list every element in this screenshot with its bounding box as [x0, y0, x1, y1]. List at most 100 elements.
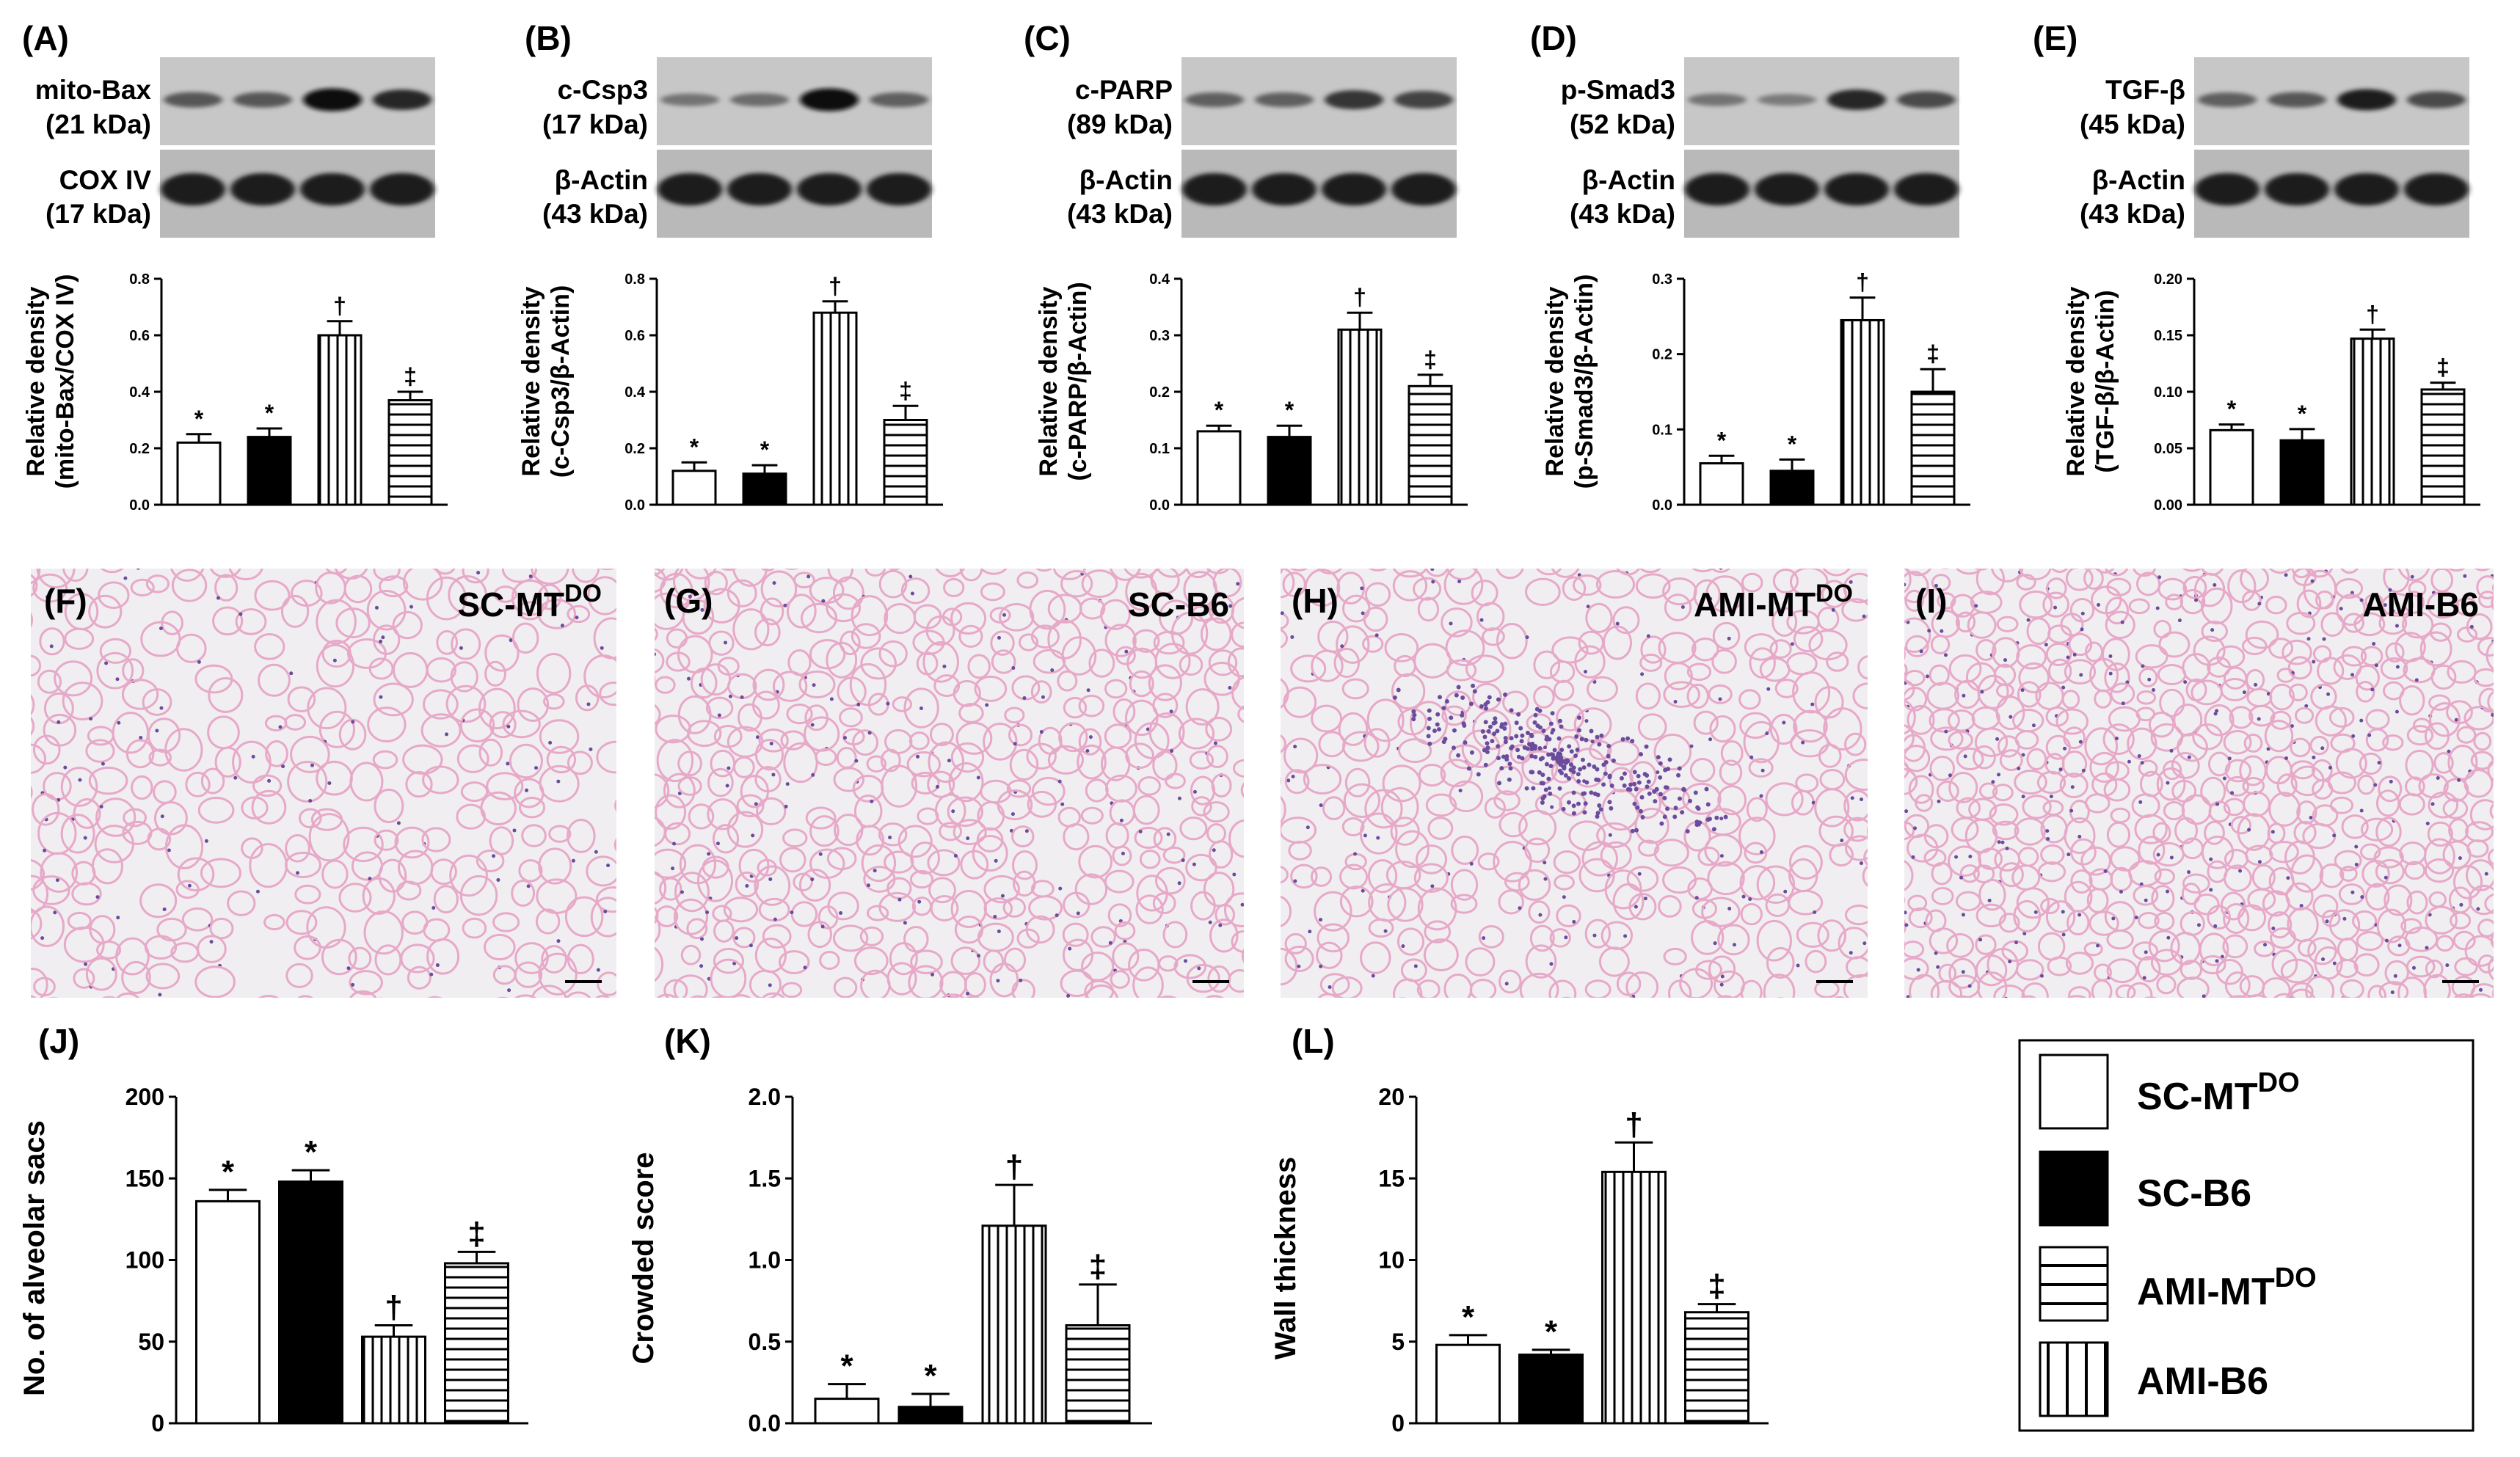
bar — [814, 1398, 880, 1425]
blot-bottom-strip — [657, 150, 932, 238]
blot-band — [164, 92, 222, 108]
blot-bottom-strip — [1684, 150, 1959, 238]
panel-letter: (E) — [2033, 19, 2077, 57]
y-tick-label: 0.6 — [624, 328, 645, 344]
y-tick-label: 5 — [1391, 1329, 1405, 1355]
western-blot-panels: (A) mito-Bax (21 kDa) COX IV (17 kDa) (B) c-Cs… — [22, 19, 2469, 238]
significance-mark: * — [1788, 431, 1797, 457]
blot-band — [2407, 91, 2466, 109]
y-axis-label: Relative density — [1035, 286, 1063, 476]
y-tick-label: 0.6 — [129, 328, 150, 344]
blot-top-strip — [657, 57, 932, 145]
bar — [1267, 436, 1312, 506]
blot-band — [230, 173, 295, 205]
bar — [812, 311, 858, 506]
legend-label-3-sup: DO — [2275, 1263, 2317, 1293]
bar — [1408, 384, 1453, 506]
bar — [981, 1224, 1047, 1425]
blot-band — [867, 173, 931, 205]
blot-band — [730, 93, 789, 106]
bar — [195, 1199, 261, 1425]
histology-group-label: AMI-MTDO — [1694, 580, 1853, 624]
histology-image — [655, 569, 1244, 998]
y-tick-label: 0.10 — [2154, 384, 2182, 401]
blot-panel-4: (D) p-Smad3 (52 kDa) β-Actin (43 kDa) — [1530, 19, 1959, 238]
y-tick-label: 0 — [151, 1410, 164, 1436]
bar-chart-4: 0.0 0.1 0.2 0.3 Relative density (p-Smad3/β-A… — [1541, 269, 1970, 514]
bar — [883, 419, 928, 506]
y-tick-label: 200 — [125, 1084, 164, 1110]
significance-mark: ‡ — [2436, 354, 2450, 381]
bar — [742, 472, 787, 506]
bar — [897, 1406, 964, 1425]
panel-letter: (C) — [1024, 19, 1071, 57]
blot-bottom-strip — [1181, 150, 1457, 238]
y-tick-label: 0.8 — [624, 271, 645, 288]
blot-band — [1255, 92, 1314, 107]
y-tick-label: 0.20 — [2154, 271, 2182, 288]
blot-bottom-protein-label: β-Actin — [555, 165, 648, 195]
significance-mark: * — [840, 1348, 853, 1384]
blot-top-protein-label: p-Smad3 — [1561, 75, 1675, 105]
blot-band — [2265, 173, 2329, 205]
significance-mark: † — [1625, 1106, 1642, 1142]
blot-band — [797, 173, 862, 205]
histology-group-label-base: SC-B6 — [1128, 585, 1229, 624]
blot-band — [2198, 92, 2257, 107]
blot-band — [1322, 173, 1386, 205]
panel-letter: (A) — [22, 19, 69, 57]
significance-mark: ‡ — [1424, 346, 1437, 373]
blot-top-kda-label: (45 kDa) — [2080, 109, 2185, 139]
significance-mark: ‡ — [1708, 1268, 1725, 1304]
bar — [2279, 439, 2325, 506]
blot-top-protein-label: TGF-β — [2105, 75, 2185, 105]
significance-mark: † — [385, 1290, 402, 1326]
histology-group-label-base: AMI-B6 — [2363, 585, 2479, 624]
bar — [2420, 388, 2466, 506]
blot-top-strip — [1684, 57, 1959, 145]
y-tick-label: 0.1 — [1652, 422, 1672, 438]
y-tick-label: 0.3 — [1149, 328, 1170, 344]
y-tick-label: 0 — [1391, 1410, 1405, 1436]
blot-band — [1894, 173, 1959, 205]
bar-chart-6: 0 50 100 150 200 No. of alveolar sacs (J) * * † ‡ — [18, 1022, 528, 1436]
legend-label-3-base: AMI-MT — [2137, 1271, 2275, 1313]
histology-image — [31, 569, 616, 998]
blot-top-strip — [160, 57, 435, 145]
legend-label-4-base: AMI-B6 — [2137, 1360, 2268, 1403]
y-axis-label-ratio: (c-PARP/β-Actin) — [1064, 282, 1092, 481]
significance-mark: * — [305, 1134, 318, 1170]
significance-mark: * — [1285, 397, 1294, 423]
bar — [1840, 318, 1885, 506]
blot-bottom-kda-label: (43 kDa) — [2080, 199, 2185, 229]
bar — [387, 399, 433, 506]
significance-mark: ‡ — [404, 363, 417, 390]
panel-letter: (I) — [1915, 582, 1947, 620]
histology-panels: (F) SC-MTDO (G) SC-B6 (H) AMI-MTDO (I) AMI-B6 — [31, 569, 2494, 998]
legend-label-1-base: SC-MT — [2137, 1076, 2258, 1118]
y-axis-label-ratio: (c-Csp3/β-Actin) — [547, 285, 575, 478]
y-tick-label: 0.4 — [129, 384, 150, 401]
blot-bottom-kda-label: (43 kDa) — [1570, 199, 1675, 229]
blot-band — [161, 173, 225, 205]
significance-mark: * — [194, 406, 204, 432]
y-axis-label-ratio: (p-Smad3/β-Actin) — [1570, 274, 1598, 489]
blot-top-kda-label: (89 kDa) — [1067, 109, 1173, 139]
histology-group-label-base: AMI-MT — [1694, 585, 1816, 624]
blot-top-kda-label: (17 kDa) — [542, 109, 648, 139]
y-axis-label: Relative density — [2062, 286, 2090, 476]
significance-mark: * — [2298, 401, 2307, 427]
panel-letter: (B) — [525, 19, 572, 57]
y-tick-label: 0.3 — [1652, 271, 1672, 288]
y-tick-label: 0.05 — [2154, 441, 2182, 457]
significance-mark: † — [1856, 269, 1869, 296]
y-axis-label: Relative density — [22, 286, 50, 476]
significance-mark: * — [1545, 1314, 1558, 1350]
histology-image — [1904, 569, 2494, 998]
histology-panel-2: (G) SC-B6 — [655, 569, 1244, 998]
y-axis-label-ratio: (TGF-β/β-Actin) — [2091, 290, 2119, 472]
significance-mark: * — [690, 434, 699, 460]
blot-bottom-strip — [2194, 150, 2469, 238]
histology-group-label-base: SC-MT — [457, 585, 564, 624]
